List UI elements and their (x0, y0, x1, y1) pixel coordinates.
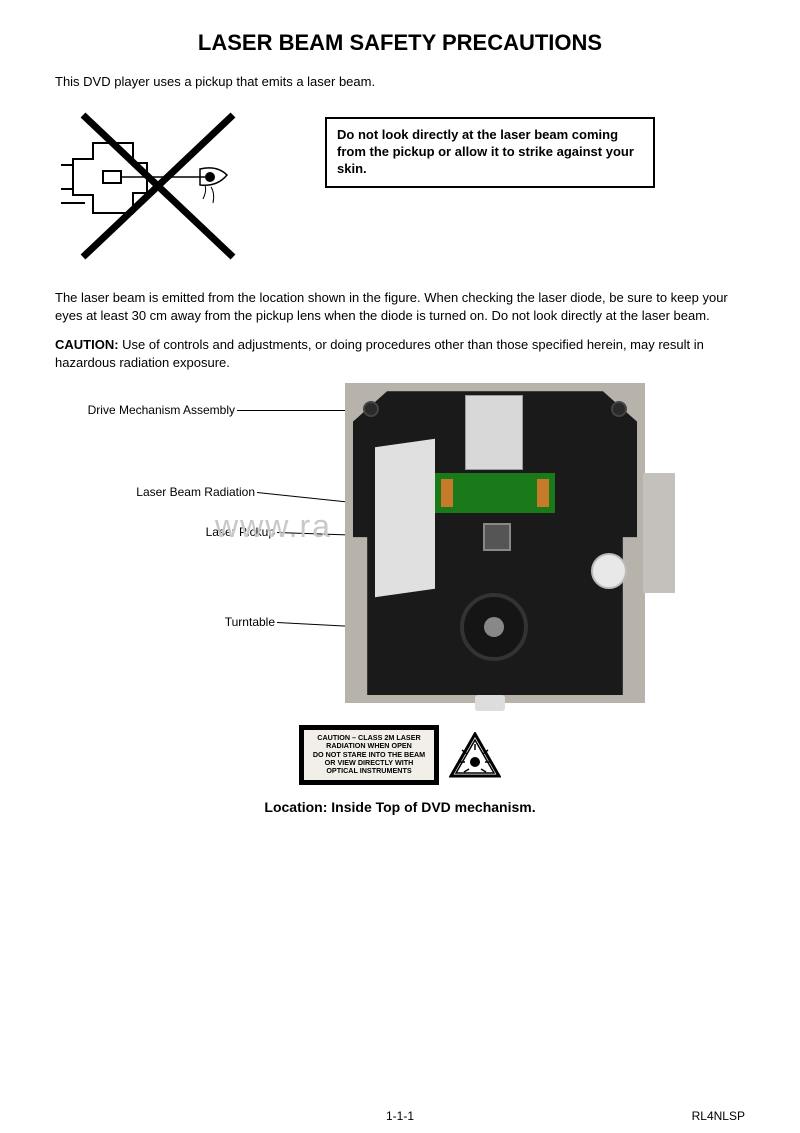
laser-warning-icon (449, 732, 501, 778)
caution-text: Use of controls and adjustments, or doin… (55, 337, 704, 370)
sticker-line-5: OPTICAL INSTRUMENTS (308, 767, 430, 775)
intro-text: This DVD player uses a pickup that emits… (55, 74, 745, 89)
callout-laser-pickup: Laser Pickup (155, 525, 275, 539)
location-caption: Location: Inside Top of DVD mechanism. (55, 799, 745, 815)
callout-drive-assembly: Drive Mechanism Assembly (65, 403, 235, 417)
caution-sticker: CAUTION – CLASS 2M LASER RADIATION WHEN … (299, 725, 439, 784)
mechanism-figure: Drive Mechanism Assembly Laser Beam Radi… (55, 383, 745, 713)
paragraph-caution: CAUTION: Use of controls and adjustments… (55, 336, 745, 371)
page-title: LASER BEAM SAFETY PRECAUTIONS (55, 30, 745, 56)
callout-turntable: Turntable (175, 615, 275, 629)
paragraph-beam-location: The laser beam is emitted from the locat… (55, 289, 745, 324)
mechanism-photo (345, 383, 645, 703)
doc-code: RL4NLSP (692, 1109, 745, 1123)
callout-laser-radiation: Laser Beam Radiation (95, 485, 255, 499)
page-number: 1-1-1 (386, 1109, 414, 1123)
warning-box: Do not look directly at the laser beam c… (325, 117, 655, 188)
eye-laser-diagram (55, 107, 245, 267)
caution-label: CAUTION: (55, 337, 119, 352)
